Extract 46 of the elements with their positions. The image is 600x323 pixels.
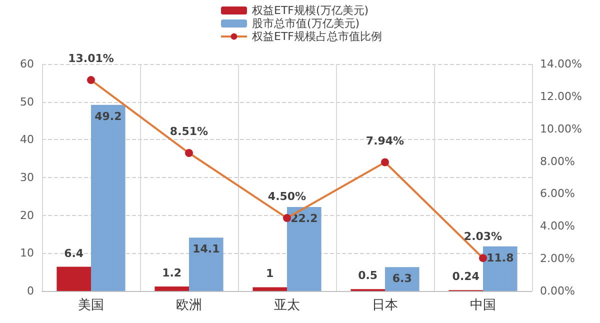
x-tick-label: 欧洲 [176, 298, 202, 313]
y2-tick-label: 14.00% [540, 58, 582, 70]
data-label: 6.4 [64, 246, 84, 260]
x-tick-label: 亚太 [274, 298, 300, 313]
x-tick-label: 中国 [470, 298, 496, 313]
data-label: 11.8 [486, 251, 514, 264]
bar [483, 246, 518, 291]
y-tick-label: 30 [20, 171, 34, 184]
y-tick-label: 20 [20, 208, 34, 222]
legend-label: 权益ETF规模占总市值比例 [251, 30, 382, 43]
y-tick-label: 50 [20, 95, 34, 108]
y-tick-label: 10 [20, 246, 34, 260]
bar [91, 104, 126, 291]
data-label: 8.51% [170, 125, 208, 138]
y2-tick-label: 6.00% [540, 187, 575, 200]
data-label: 13.01% [68, 52, 114, 66]
data-label: 22.2 [290, 212, 318, 226]
data-label: 2.03% [464, 230, 502, 244]
y2-tick-label: 10.00% [540, 122, 582, 136]
y2-tick-label: 0.00% [540, 284, 575, 298]
x-tick-label: 美国 [78, 297, 104, 313]
bar [385, 267, 420, 291]
bar [56, 266, 91, 291]
data-label: 6.3 [392, 272, 412, 286]
data-label: 49.2 [94, 110, 122, 123]
legend-label: 权益ETF规模(万亿美元) [251, 4, 369, 17]
data-label: 0.5 [358, 269, 378, 282]
y2-tick-label: 2.00% [540, 252, 575, 266]
legend-label: 股市总市值(万亿美元) [252, 17, 360, 30]
y-tick-label: 60 [20, 58, 34, 70]
data-label: 1.2 [162, 266, 182, 280]
y2-tick-label: 4.00% [540, 220, 575, 233]
y-tick-label: 0 [27, 284, 34, 298]
data-label: 14.1 [192, 242, 220, 256]
bar [252, 287, 287, 291]
bar [287, 207, 322, 291]
data-label: 7.94% [366, 134, 404, 148]
data-label: 4.50% [268, 190, 306, 204]
bar [154, 286, 189, 291]
y-tick-label: 40 [20, 133, 34, 146]
x-tick-label: 日本 [372, 298, 398, 313]
bar [189, 238, 224, 291]
y2-tick-label: 8.00% [540, 154, 575, 168]
data-label: 1 [266, 267, 274, 280]
data-label: 0.24 [452, 270, 480, 284]
y2-tick-label: 12.00% [540, 90, 582, 103]
